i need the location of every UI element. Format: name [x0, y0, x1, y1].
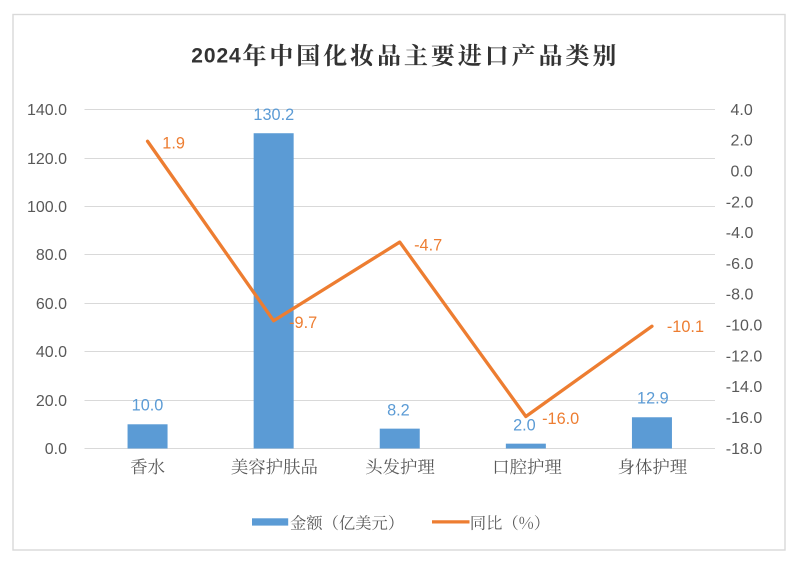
svg-text:80.0: 80.0 — [36, 247, 67, 264]
svg-text:-16.0: -16.0 — [542, 410, 579, 428]
svg-text:2.0: 2.0 — [731, 133, 753, 150]
svg-text:100.0: 100.0 — [27, 199, 67, 216]
svg-text:-18.0: -18.0 — [726, 441, 763, 458]
svg-text:120.0: 120.0 — [27, 151, 67, 168]
svg-text:130.2: 130.2 — [253, 106, 294, 124]
svg-text:-14.0: -14.0 — [726, 379, 763, 396]
svg-text:-2.0: -2.0 — [726, 194, 754, 211]
svg-text:-4.7: -4.7 — [414, 236, 442, 254]
svg-text:20.0: 20.0 — [36, 393, 67, 410]
svg-text:2024: 2024 — [191, 45, 241, 68]
svg-text:2.0: 2.0 — [513, 416, 536, 434]
svg-text:-10.0: -10.0 — [726, 318, 763, 335]
svg-text:-8.0: -8.0 — [726, 287, 754, 304]
svg-text:1.9: 1.9 — [162, 134, 185, 152]
svg-text:8.2: 8.2 — [387, 402, 410, 420]
svg-text:-6.0: -6.0 — [726, 256, 754, 273]
svg-text:-12.0: -12.0 — [726, 348, 763, 365]
svg-text:0.0: 0.0 — [45, 441, 67, 458]
svg-text:12.9: 12.9 — [637, 390, 669, 408]
svg-text:60.0: 60.0 — [36, 296, 67, 313]
svg-text:4.0: 4.0 — [731, 102, 753, 119]
svg-text:140.0: 140.0 — [27, 102, 67, 119]
svg-text:-16.0: -16.0 — [726, 410, 763, 427]
svg-text:40.0: 40.0 — [36, 344, 67, 361]
svg-text:0.0: 0.0 — [731, 163, 753, 180]
svg-text:-10.1: -10.1 — [667, 318, 704, 336]
svg-text:10.0: 10.0 — [132, 396, 164, 414]
svg-text:-4.0: -4.0 — [726, 225, 754, 242]
svg-text:-9.7: -9.7 — [289, 314, 317, 332]
